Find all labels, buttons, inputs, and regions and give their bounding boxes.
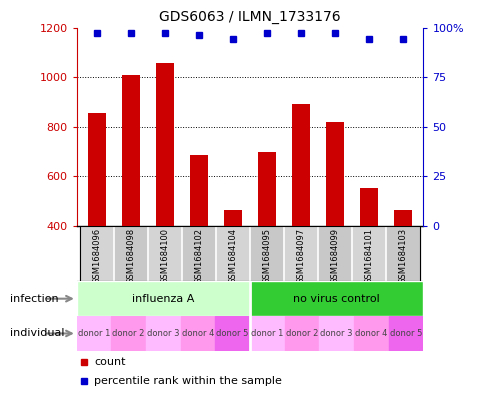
Text: percentile rank within the sample: percentile rank within the sample [94,376,281,386]
Bar [189,155,208,226]
Bar [121,75,140,226]
Bar [353,316,388,351]
Bar [148,226,182,281]
Text: donor 5: donor 5 [389,329,422,338]
Text: donor 2: donor 2 [112,329,145,338]
Bar [215,226,250,281]
Text: infection: infection [10,294,58,304]
Text: donor 3: donor 3 [147,329,179,338]
Bar [114,226,148,281]
Title: GDS6063 / ILMN_1733176: GDS6063 / ILMN_1733176 [159,10,340,24]
Bar [257,152,276,226]
Bar [325,122,344,226]
Text: donor 3: donor 3 [320,329,352,338]
Bar [80,226,114,281]
Text: donor 4: donor 4 [182,329,214,338]
Bar [215,316,250,351]
Bar [250,316,284,351]
Bar [250,281,423,316]
Bar [223,210,242,226]
Bar [388,316,423,351]
Bar [182,226,215,281]
Bar [359,187,378,226]
Text: GSM1684104: GSM1684104 [228,228,237,284]
Bar [180,316,215,351]
Text: influenza A: influenza A [132,294,194,304]
Text: count: count [94,357,125,367]
Bar [318,316,353,351]
Bar [88,113,106,226]
Text: GSM1684103: GSM1684103 [398,228,407,284]
Text: GSM1684098: GSM1684098 [126,228,135,284]
Text: individual: individual [10,329,64,338]
Bar [393,210,411,226]
Bar [155,64,174,226]
Bar [318,226,351,281]
Bar [76,316,111,351]
Text: GSM1684095: GSM1684095 [262,228,271,284]
Text: GSM1684100: GSM1684100 [160,228,169,284]
Text: GSM1684101: GSM1684101 [364,228,373,284]
Bar [351,226,385,281]
Bar [250,226,284,281]
Text: GSM1684096: GSM1684096 [92,228,101,284]
Bar [291,105,310,226]
Text: donor 2: donor 2 [285,329,318,338]
Text: donor 4: donor 4 [354,329,387,338]
Bar [385,226,419,281]
Text: donor 5: donor 5 [216,329,248,338]
Bar [284,316,318,351]
Bar [146,316,181,351]
Bar [111,316,146,351]
Text: GSM1684097: GSM1684097 [296,228,305,284]
Bar [76,281,250,316]
Text: donor 1: donor 1 [251,329,283,338]
Text: donor 1: donor 1 [77,329,110,338]
Text: GSM1684102: GSM1684102 [194,228,203,284]
Text: no virus control: no virus control [293,294,379,304]
Text: GSM1684099: GSM1684099 [330,228,339,284]
Bar [284,226,318,281]
